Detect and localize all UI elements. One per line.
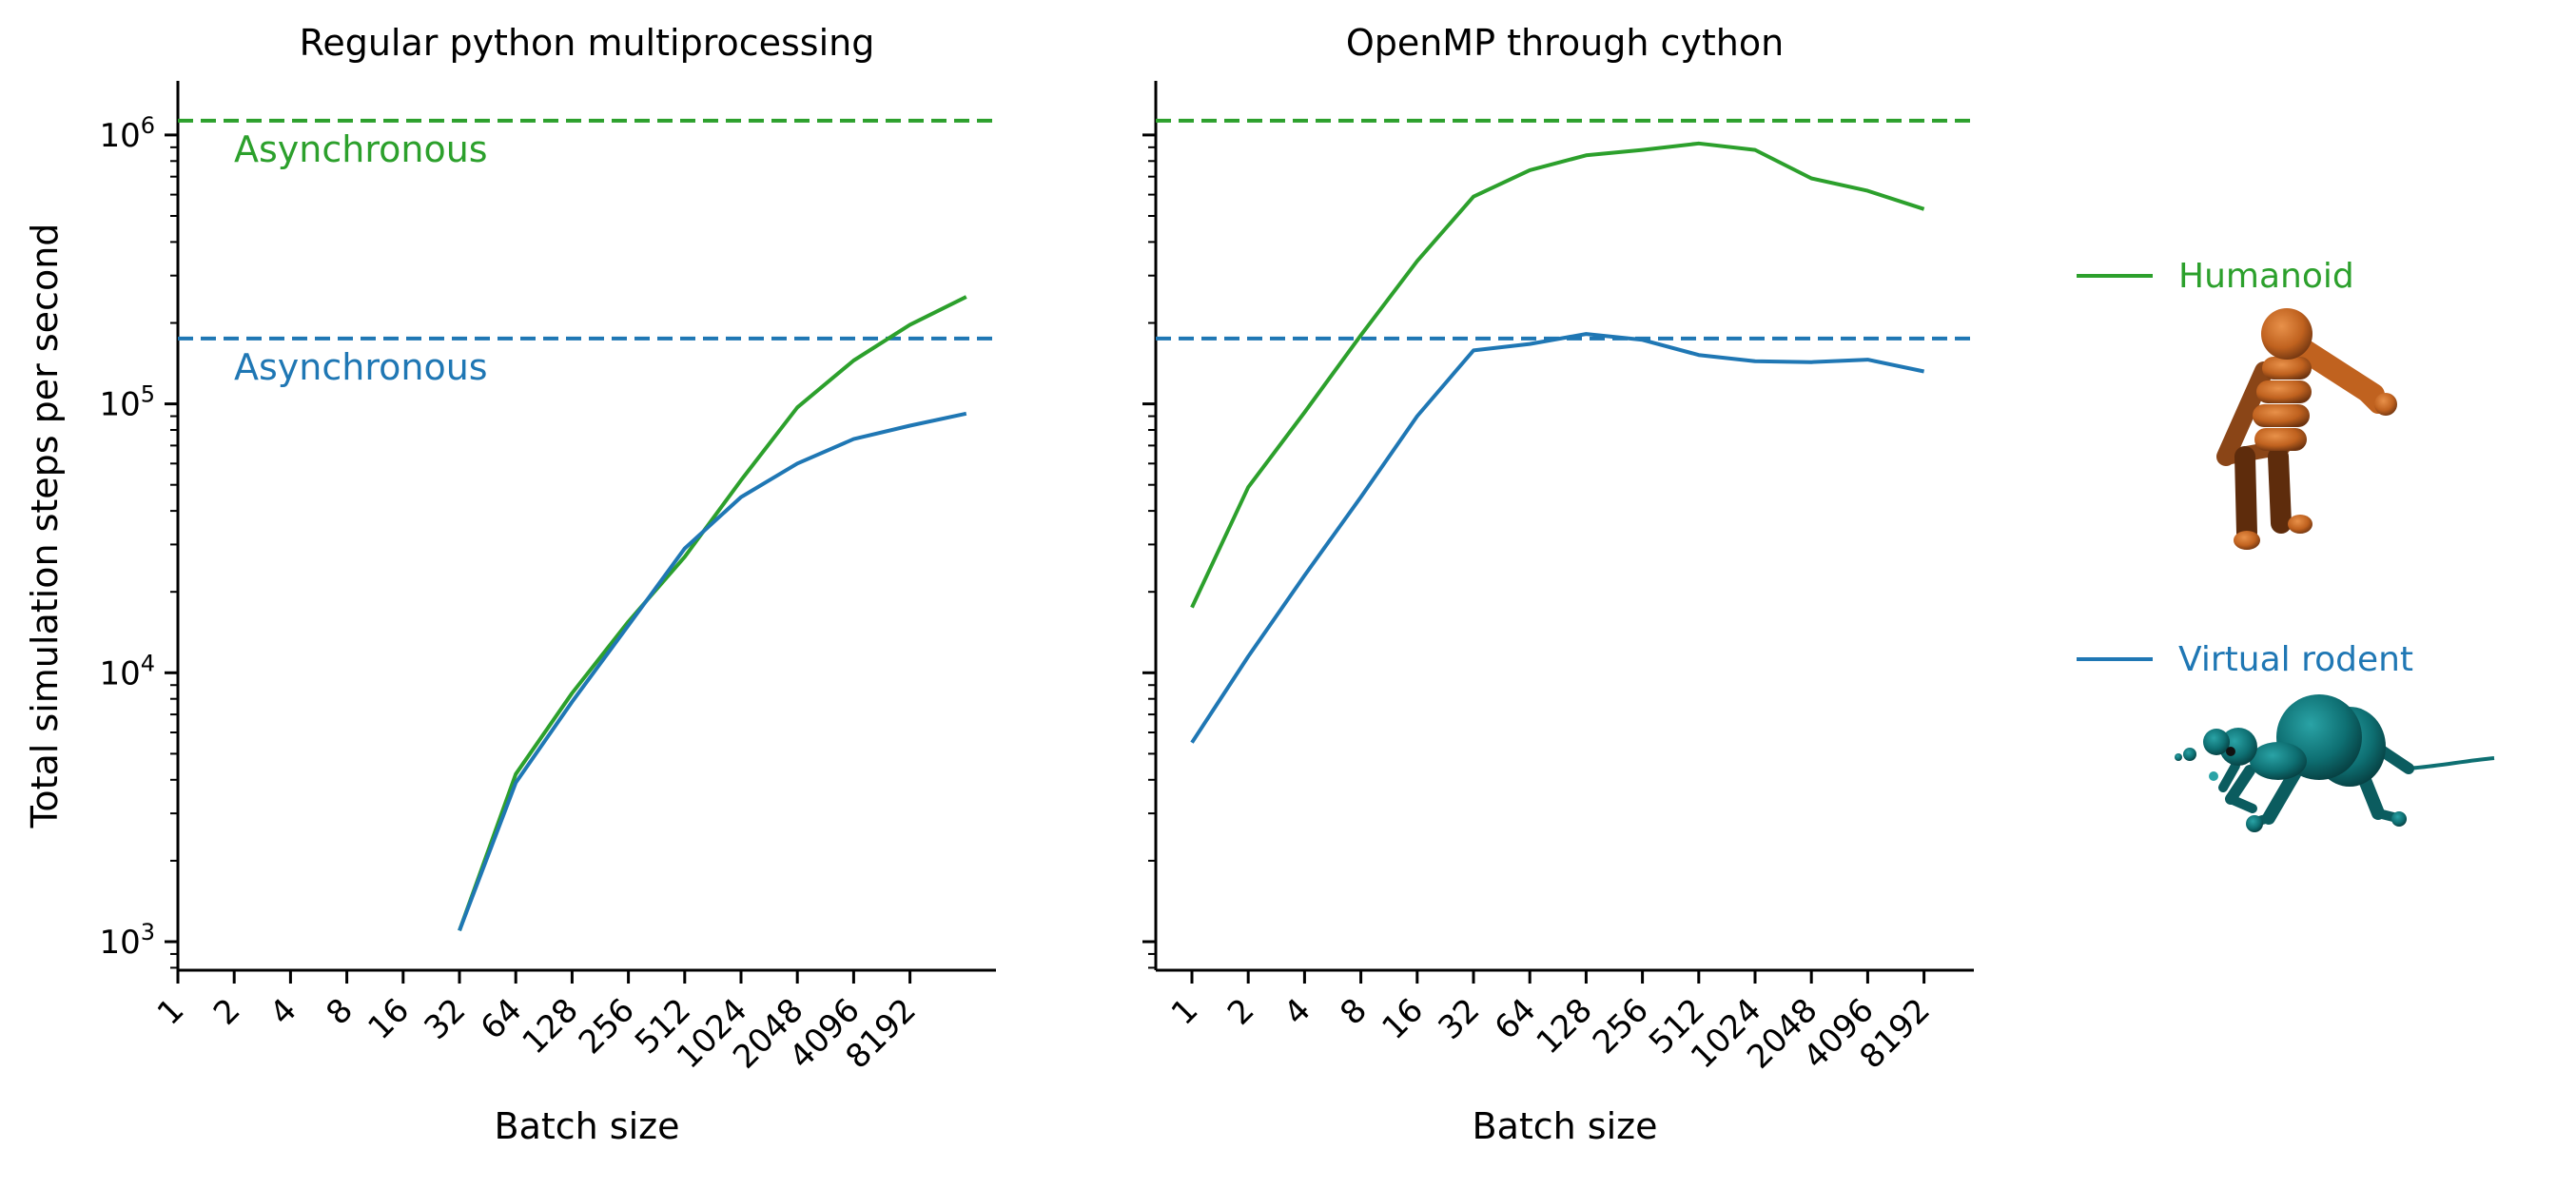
legend-label-rodent: Virtual rodent <box>2178 640 2413 679</box>
x-tick-label: 16 <box>1375 991 1431 1047</box>
y-tick-label: 105 <box>99 381 155 424</box>
x-tick-label: 128 <box>516 991 586 1062</box>
x-tick-label: 128 <box>1530 991 1600 1062</box>
x-tick-label: 16 <box>361 991 417 1047</box>
x-tick-label: 8 <box>319 991 361 1033</box>
x-tick-label: 32 <box>417 991 473 1047</box>
chart-title: OpenMP through cython <box>1346 22 1784 64</box>
y-axis-label: Total simulation steps per second <box>24 224 66 829</box>
x-tick-label: 32 <box>1431 991 1487 1047</box>
y-tick-label: 103 <box>99 919 155 962</box>
x-tick-label: 1 <box>150 991 192 1033</box>
x-tick-label: 8 <box>1333 991 1375 1033</box>
legend-label-humanoid: Humanoid <box>2178 257 2354 296</box>
legend: Humanoid <box>2077 257 2495 832</box>
series-line-humanoid <box>1190 141 1925 609</box>
x-tick-label: 4 <box>263 991 304 1033</box>
series-line-virtual-rodent <box>458 411 967 932</box>
y-tick-label: 104 <box>99 650 155 692</box>
series-line-virtual-rodent <box>1190 332 1925 744</box>
x-tick-label: 2 <box>206 991 248 1033</box>
series-line-humanoid <box>458 295 967 931</box>
x-tick-label: 256 <box>572 991 642 1062</box>
chart-panel-multiprocessing: Regular python multiprocessing 103 104 105 1… <box>24 22 996 1147</box>
x-tick-label: 1 <box>1164 991 1206 1033</box>
x-tick-label: 256 <box>1586 991 1656 1062</box>
reference-line-label: Asynchronous <box>234 346 488 388</box>
chart-title: Regular python multiprocessing <box>300 22 875 64</box>
x-axis-label: Batch size <box>495 1105 680 1147</box>
x-axis-label: Batch size <box>1473 1105 1658 1147</box>
reference-line-label: Asynchronous <box>234 128 488 170</box>
y-tick-label: 106 <box>99 112 155 155</box>
x-tick-label: 4 <box>1277 991 1318 1033</box>
rodent-figure-icon <box>2175 694 2495 832</box>
humanoid-figure-icon <box>2216 308 2397 550</box>
x-tick-label: 2 <box>1220 991 1262 1033</box>
